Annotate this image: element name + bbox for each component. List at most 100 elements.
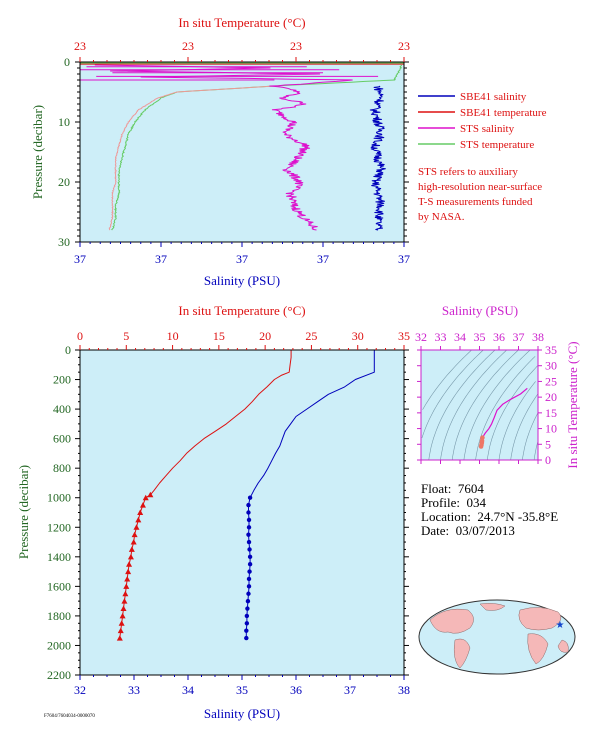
near-surface-temperature-tick-label: 23 bbox=[182, 39, 194, 53]
profile-temperature-marker bbox=[120, 605, 127, 612]
profile-salinity-tick-label: 36 bbox=[290, 683, 302, 697]
profile-salinity-marker bbox=[244, 613, 250, 619]
profile-salinity-marker bbox=[247, 562, 253, 567]
profile-pressure-tick-label: 2000 bbox=[47, 638, 71, 652]
profile-temperature-marker bbox=[139, 502, 146, 508]
profile-salinity-marker bbox=[244, 635, 249, 641]
profile-salinity-marker bbox=[245, 598, 251, 604]
ts-top-axis-title: Salinity (PSU) bbox=[442, 303, 518, 318]
profile-salinity-tick-label: 34 bbox=[182, 683, 194, 697]
ts-density-contour bbox=[475, 356, 536, 461]
location-value: 24.7°N -35.8°E bbox=[477, 509, 559, 524]
legend-entry-label: SBE41 salinity bbox=[460, 91, 527, 103]
profile-temperature-marker bbox=[121, 598, 128, 604]
profile-salinity-marker bbox=[246, 584, 252, 589]
profile-pressure-tick-label: 1400 bbox=[47, 550, 71, 564]
profile-salinity-marker bbox=[247, 495, 253, 500]
profile-pressure-tick-label: 600 bbox=[53, 432, 71, 446]
near-surface-salinity-tick-label: 37 bbox=[317, 252, 329, 266]
profile-pressure-tick-label: 0 bbox=[65, 343, 71, 357]
float-value: 7604 bbox=[457, 481, 484, 496]
profile-salinity-marker bbox=[246, 539, 252, 545]
profile-temperature-marker bbox=[116, 635, 123, 641]
profile-salinity-marker bbox=[246, 576, 252, 582]
ts-density-contour bbox=[451, 349, 519, 461]
profile-temperature-marker bbox=[128, 546, 135, 552]
ts-density-contour bbox=[422, 349, 472, 410]
ts-temperature-tick-label: 20 bbox=[545, 390, 557, 404]
ts-density-contour bbox=[440, 349, 507, 461]
ts-right-axis-title: In situ Temperature (°C) bbox=[565, 341, 580, 468]
profile-temperature-tick-label: 30 bbox=[352, 329, 364, 343]
near-surface-left-axis-title: Pressure (decibar) bbox=[30, 105, 45, 199]
near-surface-top-axis-title: In situ Temperature (°C) bbox=[178, 15, 305, 30]
ts-density-contour bbox=[421, 349, 484, 439]
near-surface-pressure-tick-label: 10 bbox=[58, 115, 70, 129]
legend-entry-label: SBE41 temperature bbox=[460, 107, 547, 119]
profile-temperature-tick-label: 15 bbox=[213, 329, 225, 343]
profile-temperature-tick-label: 0 bbox=[77, 329, 83, 343]
near-surface-salinity-tick-label: 37 bbox=[236, 252, 248, 266]
profile-salinity-tick-label: 35 bbox=[236, 683, 248, 697]
profile-salinity-marker bbox=[246, 525, 252, 530]
ts-density-contour bbox=[498, 381, 536, 461]
legend-note-line: by NASA. bbox=[418, 211, 465, 223]
profile-left-axis-title: Pressure (decibar) bbox=[16, 465, 31, 559]
profile-plot-area bbox=[80, 350, 404, 675]
near-surface-pressure-tick-label: 0 bbox=[64, 55, 70, 69]
profile-temperature-tick-label: 5 bbox=[123, 329, 129, 343]
profile-label: Profile: bbox=[421, 495, 460, 510]
near-surface-sbe41-temperature-line bbox=[108, 85, 274, 231]
profile-temperature-tick-label: 10 bbox=[167, 329, 179, 343]
profile-temperature-marker bbox=[118, 620, 125, 626]
profile-temperature-marker bbox=[137, 509, 144, 515]
profile-pressure-tick-label: 400 bbox=[53, 402, 71, 416]
profile-salinity-marker bbox=[244, 621, 250, 626]
profile-pressure-tick-label: 1000 bbox=[47, 491, 71, 505]
ts-salinity-tick-label: 36 bbox=[493, 330, 505, 344]
profile-salinity-marker bbox=[247, 547, 252, 552]
near-surface-plot-area bbox=[80, 62, 404, 242]
date-label: Date: bbox=[421, 523, 450, 538]
profile-temperature-marker bbox=[117, 627, 124, 634]
ts-temperature-tick-label: 0 bbox=[545, 453, 551, 467]
profile-temperature-marker bbox=[131, 531, 138, 538]
ts-plot-area bbox=[421, 350, 538, 460]
profile-temperature-marker bbox=[125, 568, 132, 575]
profile-temperature-tick-label: 25 bbox=[305, 329, 317, 343]
ts-temperature-tick-label: 25 bbox=[545, 374, 557, 388]
legend: SBE41 salinity SBE41 temperature STS salin… bbox=[418, 91, 547, 223]
ts-salinity-tick-label: 37 bbox=[513, 330, 525, 344]
profile-temperature-marker bbox=[124, 575, 131, 582]
profile-value: 034 bbox=[466, 495, 487, 510]
profile-salinity-marker bbox=[246, 591, 251, 596]
profile-pressure-tick-label: 1200 bbox=[47, 520, 71, 534]
near-surface-salinity-tick-label: 37 bbox=[398, 252, 410, 266]
near-surface-temperature-tick-label: 23 bbox=[398, 39, 410, 53]
profile-salinity-marker bbox=[246, 532, 251, 537]
profile-temperature-marker bbox=[127, 553, 134, 560]
near-surface-sts-salinity-line bbox=[94, 64, 353, 231]
legend-note-line: STS refers to auxiliary bbox=[418, 166, 518, 178]
profile-temperature-marker bbox=[133, 524, 140, 530]
profile-salinity-marker bbox=[244, 628, 249, 633]
profile-pressure-tick-label: 2200 bbox=[47, 668, 71, 682]
ts-salinity-tick-label: 38 bbox=[532, 330, 544, 344]
ts-salinity-tick-label: 35 bbox=[474, 330, 486, 344]
map-float-position-icon: ★ bbox=[556, 620, 565, 631]
world-map: ★ bbox=[418, 599, 576, 675]
profile-salinity-marker bbox=[246, 510, 251, 515]
ts-temperature-tick-label: 30 bbox=[545, 359, 557, 373]
ts-temperature-tick-label: 35 bbox=[545, 343, 557, 357]
ts-density-contour bbox=[533, 441, 539, 461]
profile-panel: 0200400600800100012001400160018002000220… bbox=[16, 303, 410, 721]
profile-salinity-marker bbox=[245, 606, 250, 611]
ts-density-contour bbox=[510, 393, 539, 461]
near-surface-sbe41-salinity-line bbox=[369, 85, 386, 231]
near-surface-axes: 0 10 20 30 23 23 23 23 37 37 37 37 37 bbox=[58, 39, 410, 266]
ts-temperature-tick-label: 5 bbox=[545, 437, 551, 451]
profile-salinity-tick-label: 37 bbox=[344, 683, 356, 697]
float-label: Float: bbox=[421, 481, 452, 496]
profile-salinity-marker bbox=[246, 517, 252, 523]
near-surface-temperature-tick-label: 23 bbox=[290, 39, 302, 53]
